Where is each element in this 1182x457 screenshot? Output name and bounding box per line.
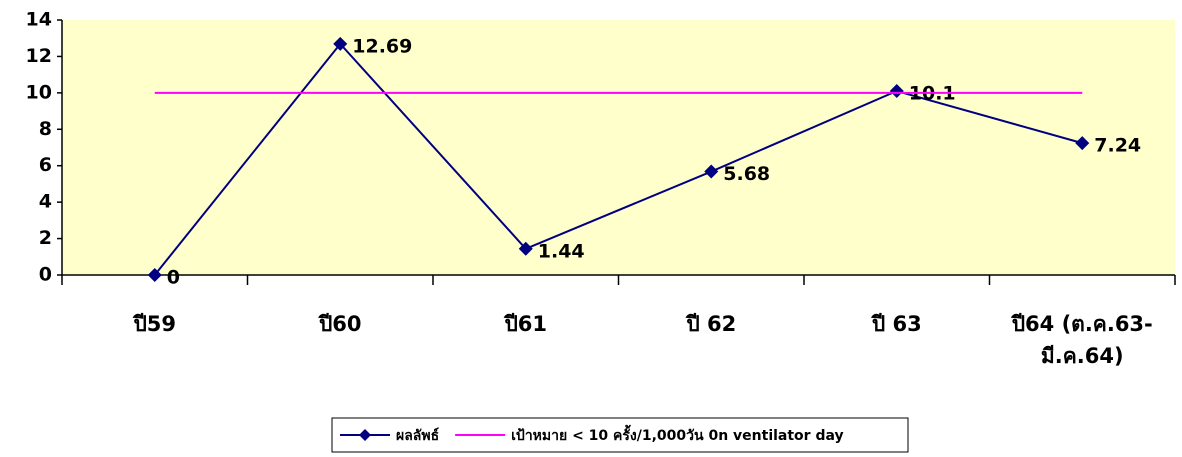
- y-tick-label: 10: [26, 81, 52, 103]
- x-tick-label: ปี64 (ต.ค.63-มี.ค.64): [1011, 312, 1153, 368]
- y-tick-label: 12: [26, 45, 52, 67]
- legend-label: ผลลัพธ์: [396, 427, 439, 444]
- x-tick-label: ปี 63: [871, 312, 922, 336]
- x-tick-label: ปี61: [504, 312, 548, 336]
- data-label: 0: [167, 267, 180, 289]
- data-label: 7.24: [1094, 135, 1141, 157]
- y-tick-label: 14: [26, 9, 52, 31]
- legend: ผลลัพธ์ เป้าหมาย < 10 ครั้ง/1,000วัน 0n v…: [331, 417, 909, 453]
- marker: [889, 84, 904, 99]
- data-label: 12.69: [352, 35, 412, 57]
- y-tick-label: 8: [39, 118, 52, 140]
- marker: [704, 164, 719, 179]
- y-tick-label: 2: [39, 227, 52, 249]
- x-tick-label: ปี60: [318, 312, 362, 336]
- data-label: 5.68: [723, 163, 770, 185]
- series-line: [153, 42, 1083, 276]
- y-tick-label: 6: [39, 154, 52, 176]
- marker: [147, 268, 162, 282]
- marker: [1075, 136, 1090, 151]
- data-label: 1.44: [538, 240, 585, 262]
- legend-box: [331, 417, 909, 453]
- marker: [333, 36, 348, 51]
- legend-label: เป้าหมาย < 10 ครั้ง/1,000วัน 0n ventilat…: [511, 424, 843, 444]
- y-tick-label: 4: [39, 191, 52, 213]
- plot-area: [62, 20, 1175, 275]
- legend-marker: [359, 429, 371, 441]
- x-tick-label: ปี 62: [686, 312, 737, 336]
- x-tick-label: ปี59: [133, 312, 177, 336]
- y-tick-label: 0: [39, 264, 52, 286]
- marker: [518, 241, 533, 256]
